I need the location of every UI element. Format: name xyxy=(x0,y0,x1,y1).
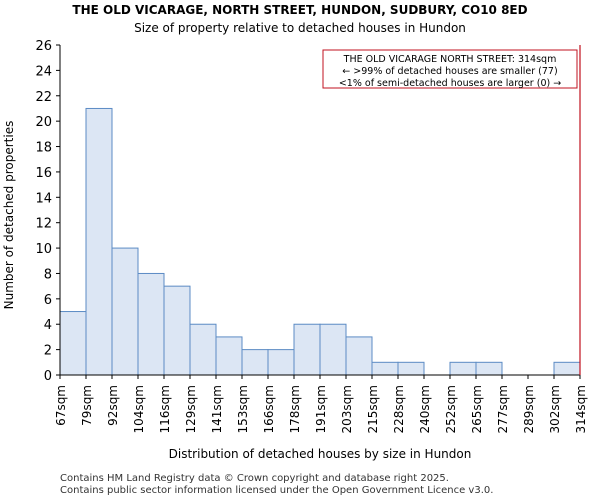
annotation-line-1: THE OLD VICARAGE NORTH STREET: 314sqm xyxy=(343,54,557,65)
bar-67sqm xyxy=(59,311,87,376)
y-tick-label: 14 xyxy=(35,191,52,206)
annotation-box xyxy=(322,49,578,89)
y-tick-label: 10 xyxy=(35,242,52,257)
y-tick-label: 22 xyxy=(35,90,52,105)
y-tick-label: 12 xyxy=(35,217,52,232)
bar-166sqm xyxy=(267,349,295,376)
x-axis-label: Distribution of detached houses by size … xyxy=(169,447,472,461)
x-tick-label: 215sqm xyxy=(366,385,380,433)
x-tick-label: 277sqm xyxy=(496,385,510,433)
x-tick-label: 228sqm xyxy=(392,385,406,433)
y-tick-label: 2 xyxy=(44,344,52,359)
chart-title: THE OLD VICARAGE, NORTH STREET, HUNDON, … xyxy=(72,3,528,17)
x-tick-label: 153sqm xyxy=(236,385,250,433)
y-axis-label: Number of detached properties xyxy=(2,121,16,310)
y-tick-label: 20 xyxy=(35,115,52,130)
bar-228sqm xyxy=(397,361,425,376)
y-tick-label: 18 xyxy=(35,141,52,156)
x-tick-label: 104sqm xyxy=(132,385,146,433)
bar-252sqm xyxy=(449,361,477,376)
x-tick-label: 252sqm xyxy=(444,385,458,433)
annotation-line-3: <1% of semi-detached houses are larger (… xyxy=(339,78,561,89)
y-tick-label: 8 xyxy=(44,267,52,282)
y-tick-label: 0 xyxy=(44,369,52,384)
y-tick-label: 26 xyxy=(35,39,52,54)
x-tick-label: 265sqm xyxy=(470,385,484,433)
x-tick-label: 302sqm xyxy=(548,385,562,433)
bar-203sqm xyxy=(345,336,373,376)
x-tick-label: 240sqm xyxy=(418,385,432,433)
annotation-line-2: ← >99% of detached houses are smaller (7… xyxy=(342,66,557,77)
bars-group xyxy=(59,107,581,376)
bar-265sqm xyxy=(475,361,503,376)
footer-line-1: Contains HM Land Registry data © Crown c… xyxy=(60,473,449,484)
x-tick-label: 67sqm xyxy=(54,385,68,426)
bar-153sqm xyxy=(241,349,269,376)
x-tick-label: 191sqm xyxy=(314,385,328,433)
x-tick-label: 203sqm xyxy=(340,385,354,433)
bar-215sqm xyxy=(371,361,399,376)
x-tick-label: 129sqm xyxy=(184,385,198,433)
x-tick-label: 314sqm xyxy=(574,385,588,433)
y-tick-label: 6 xyxy=(44,293,52,308)
bar-141sqm xyxy=(215,336,243,376)
y-tick-label: 4 xyxy=(44,318,52,333)
x-tick-label: 141sqm xyxy=(210,385,224,433)
x-tick-label: 178sqm xyxy=(288,385,302,433)
bar-302sqm xyxy=(553,361,581,376)
bar-129sqm xyxy=(189,323,217,376)
x-tick-label: 289sqm xyxy=(522,385,536,433)
footer-line-2: Contains public sector information licen… xyxy=(60,485,494,496)
bar-116sqm xyxy=(163,285,191,376)
x-ticks-group: 67sqm 79sqm 92sqm 104sqm 116sqm 129sqm 141sqm 1… xyxy=(54,375,588,433)
y-tick-label: 24 xyxy=(35,64,52,79)
x-tick-label: 116sqm xyxy=(158,385,172,433)
x-tick-label: 92sqm xyxy=(106,385,120,426)
bar-92sqm xyxy=(111,247,139,376)
bar-79sqm xyxy=(85,107,113,376)
bar-178sqm xyxy=(293,323,321,376)
y-tick-label: 16 xyxy=(35,166,52,181)
x-tick-label: 79sqm xyxy=(80,385,94,426)
x-tick-label: 166sqm xyxy=(262,385,276,433)
annotation-group: THE OLD VICARAGE NORTH STREET: 314sqm← >… xyxy=(322,49,578,89)
bar-104sqm xyxy=(137,272,165,376)
chart-subtitle: Size of property relative to detached ho… xyxy=(134,21,466,35)
bar-191sqm xyxy=(319,323,347,376)
